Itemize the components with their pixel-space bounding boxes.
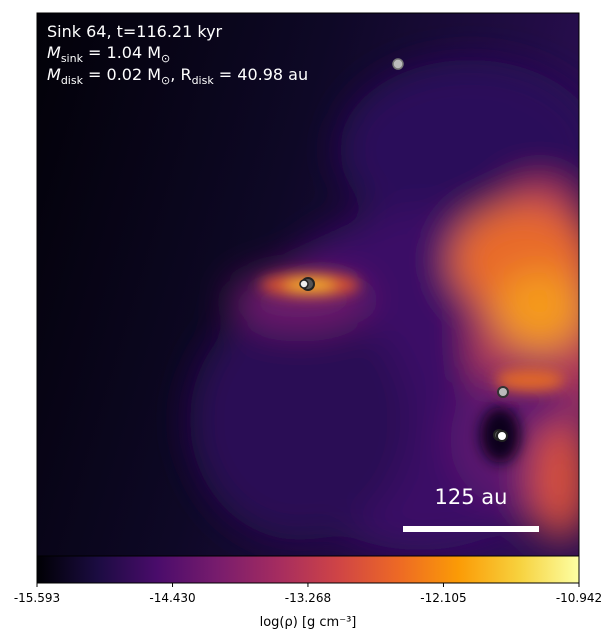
colorbar-label: log(ρ) [g cm⁻³] (260, 615, 357, 630)
scale-bar-label: 125 au (435, 485, 508, 509)
colorbar-tick-label: -13.268 (285, 591, 331, 605)
sink-mass: Msink = 1.04 M⊙ (47, 43, 170, 65)
sink-label: Sink 64, t=116.21 kyr (47, 22, 223, 41)
disk-info: Mdisk = 0.02 M⊙, Rdisk = 40.98 au (47, 65, 308, 87)
colorbar (36, 555, 580, 584)
colorbar-tick-label: -12.105 (420, 591, 466, 605)
colorbar-tick-label: -15.593 (14, 591, 60, 605)
colorbar-tick-label: -14.430 (149, 591, 195, 605)
colorbar-tick-label: -10.942 (556, 591, 602, 605)
density-map (37, 13, 579, 556)
